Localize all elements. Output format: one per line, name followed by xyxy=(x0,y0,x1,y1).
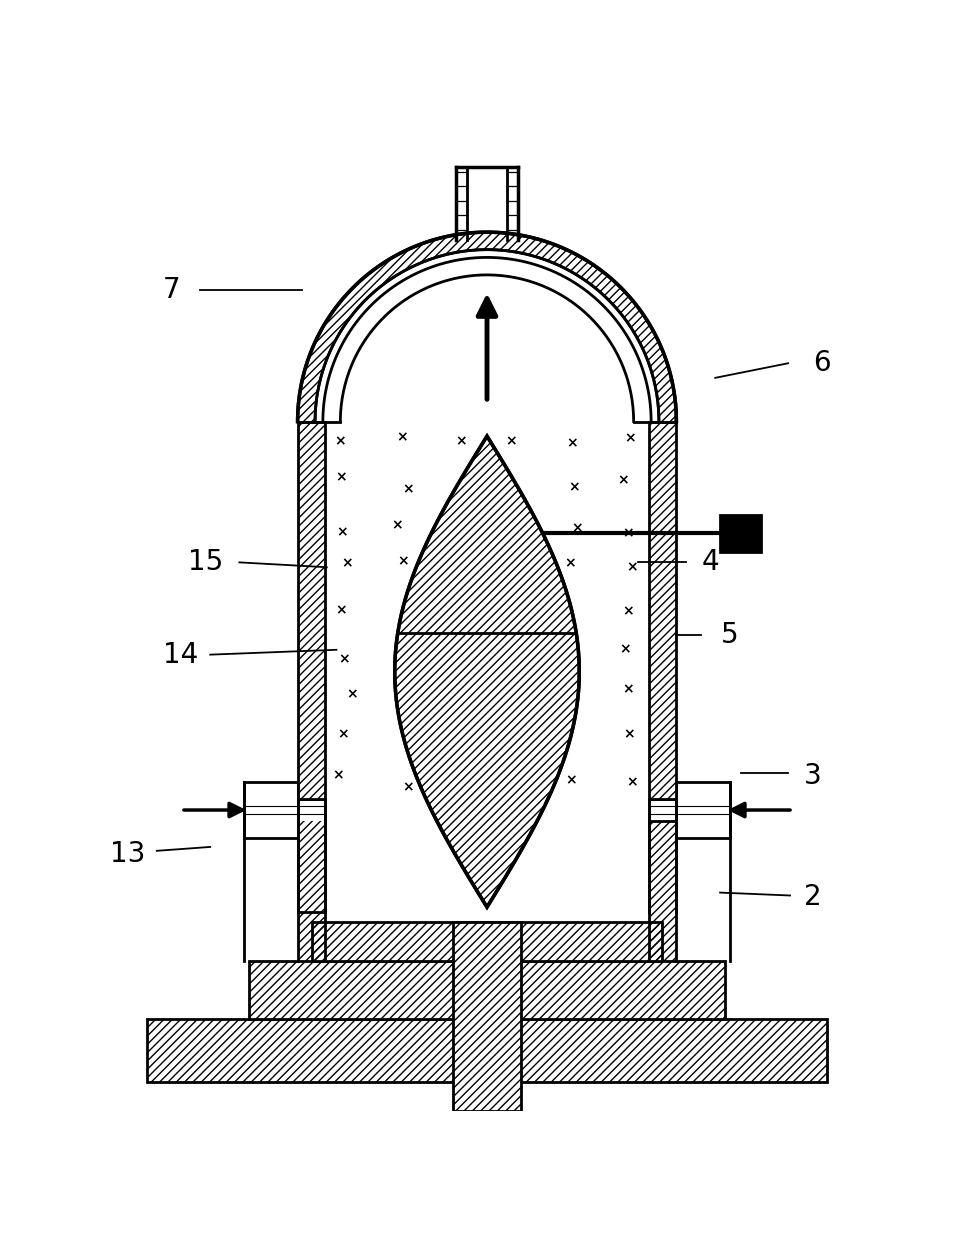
Bar xyxy=(650,821,676,961)
Bar xyxy=(650,422,676,799)
Polygon shape xyxy=(298,233,676,422)
Text: ×: × xyxy=(392,518,403,532)
Text: ×: × xyxy=(571,522,582,535)
Bar xyxy=(298,422,324,799)
Text: ×: × xyxy=(335,603,347,618)
Text: 2: 2 xyxy=(804,883,821,912)
Text: ×: × xyxy=(397,554,409,568)
Bar xyxy=(650,799,730,821)
Text: ×: × xyxy=(626,774,638,789)
Text: ×: × xyxy=(622,527,634,540)
Text: ×: × xyxy=(346,688,357,702)
Text: ×: × xyxy=(568,480,580,494)
Bar xyxy=(147,1018,827,1082)
Bar xyxy=(147,1018,827,1082)
Text: ×: × xyxy=(338,653,350,667)
Text: 7: 7 xyxy=(163,276,180,304)
Text: 14: 14 xyxy=(164,641,199,668)
Text: ×: × xyxy=(624,430,636,445)
Bar xyxy=(298,744,324,884)
Text: ×: × xyxy=(402,482,414,497)
Text: 13: 13 xyxy=(110,839,145,868)
Text: ×: × xyxy=(332,768,344,783)
Text: ×: × xyxy=(622,682,634,696)
Text: ×: × xyxy=(565,773,577,787)
Text: ×: × xyxy=(566,437,578,450)
Text: ×: × xyxy=(341,557,353,570)
Bar xyxy=(298,821,324,961)
Text: 15: 15 xyxy=(188,548,223,577)
Polygon shape xyxy=(394,437,580,907)
Bar xyxy=(650,422,676,799)
Bar xyxy=(298,422,324,799)
Text: 6: 6 xyxy=(813,349,831,378)
Text: ×: × xyxy=(506,434,517,448)
Bar xyxy=(244,799,324,821)
Text: ×: × xyxy=(395,430,407,444)
Text: ×: × xyxy=(337,727,349,741)
Bar xyxy=(720,514,761,552)
Text: ×: × xyxy=(334,434,346,449)
Text: ×: × xyxy=(626,560,638,574)
Bar xyxy=(249,961,725,1018)
Text: ×: × xyxy=(565,555,577,569)
Text: ×: × xyxy=(337,525,348,539)
Text: ×: × xyxy=(402,781,414,794)
Text: ×: × xyxy=(455,434,467,448)
Bar xyxy=(249,961,725,1018)
Text: 4: 4 xyxy=(701,548,719,577)
Text: ×: × xyxy=(623,727,635,741)
Bar xyxy=(453,922,521,1111)
Bar xyxy=(453,922,521,1111)
Text: ×: × xyxy=(622,604,634,618)
Text: ×: × xyxy=(618,473,629,487)
Bar xyxy=(313,922,661,961)
Bar xyxy=(313,922,661,961)
Text: 3: 3 xyxy=(804,762,821,791)
Text: ×: × xyxy=(619,642,630,656)
Bar xyxy=(298,799,324,912)
Text: ×: × xyxy=(335,470,347,484)
Bar xyxy=(676,782,730,838)
Text: 5: 5 xyxy=(721,622,738,649)
Bar xyxy=(244,782,298,838)
